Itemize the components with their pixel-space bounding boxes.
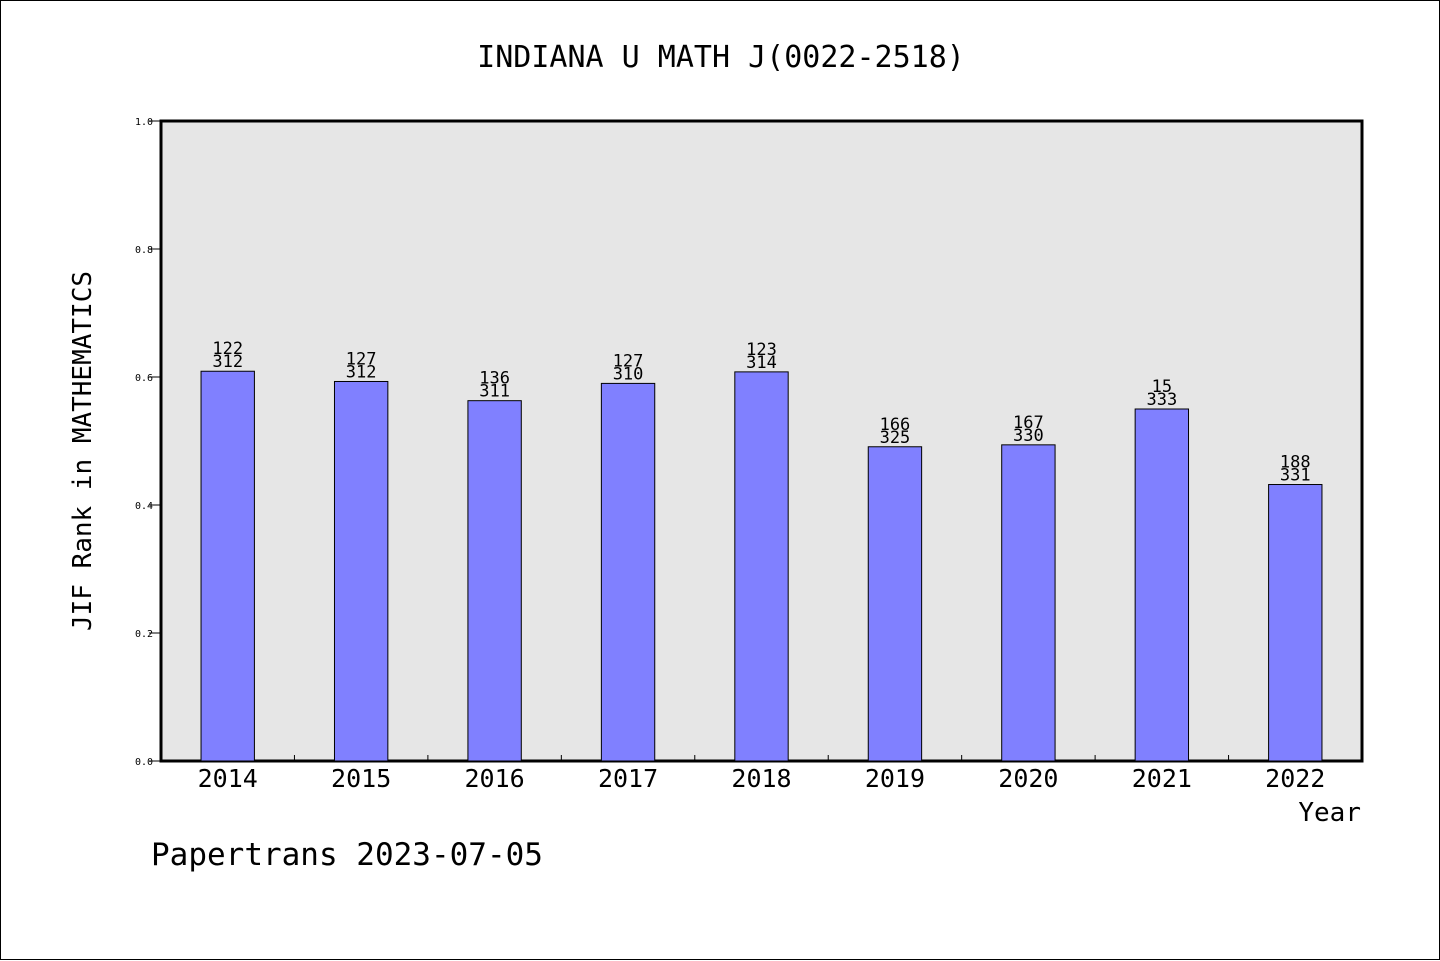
total-label: 314 — [746, 353, 777, 373]
y-tick-label: 1.0 — [135, 117, 153, 128]
total-label: 333 — [1146, 390, 1177, 410]
y-axis: 0.0 0.2 0.4 0.6 0.8 1.0 — [135, 117, 161, 768]
total-label: 330 — [1013, 426, 1044, 446]
x-tick-label: 2022 — [1265, 764, 1325, 793]
total-label: 312 — [212, 352, 243, 372]
x-axis-label: Year — [1298, 798, 1361, 828]
rank-label: 188 — [1280, 453, 1311, 473]
rank-label: 127 — [613, 351, 644, 371]
bar — [600, 382, 656, 762]
rank-label: 167 — [1013, 413, 1044, 433]
y-axis-label: JIF Rank in MATHEMATICS — [68, 271, 98, 631]
chart-title: INDIANA U MATH J(0022-2518) — [477, 40, 965, 75]
x-tick-label: 2015 — [331, 764, 391, 793]
bar — [1134, 408, 1190, 762]
bar — [200, 370, 255, 762]
rank-label: 166 — [880, 415, 911, 435]
x-tick-label: 2017 — [598, 764, 658, 793]
bars — [200, 370, 1323, 762]
y-tick-label: 0.4 — [135, 501, 153, 512]
y-tick-label: 0.0 — [135, 757, 153, 768]
x-tick-label: 2014 — [198, 764, 258, 793]
total-label: 310 — [613, 364, 644, 384]
x-tick-label: 2018 — [731, 764, 791, 793]
y-tick-label: 0.6 — [135, 373, 153, 384]
total-label: 312 — [346, 362, 377, 382]
x-axis: 2014 2015 2016 2017 2018 2019 2020 2021 2022 — [198, 755, 1325, 793]
total-label: 311 — [479, 382, 510, 402]
bar — [1268, 484, 1323, 762]
bar — [867, 446, 923, 762]
x-tick-label: 2019 — [865, 764, 925, 793]
rank-label: 123 — [746, 340, 777, 360]
bar — [467, 400, 522, 762]
y-tick-label: 0.8 — [135, 245, 153, 256]
footer-text: Papertrans 2023-07-05 — [151, 837, 543, 873]
total-label: 325 — [880, 428, 911, 448]
y-tick-label: 0.2 — [135, 629, 153, 640]
total-label: 331 — [1280, 466, 1311, 486]
rank-label: 136 — [479, 369, 510, 389]
bar — [734, 371, 789, 762]
x-tick-label: 2021 — [1132, 764, 1192, 793]
rank-label: 15 — [1152, 377, 1172, 397]
rank-label: 122 — [212, 339, 243, 359]
x-tick-label: 2020 — [998, 764, 1058, 793]
x-tick-label: 2016 — [465, 764, 525, 793]
rank-label: 127 — [346, 349, 377, 369]
bar — [333, 380, 389, 762]
bar — [1001, 444, 1056, 762]
